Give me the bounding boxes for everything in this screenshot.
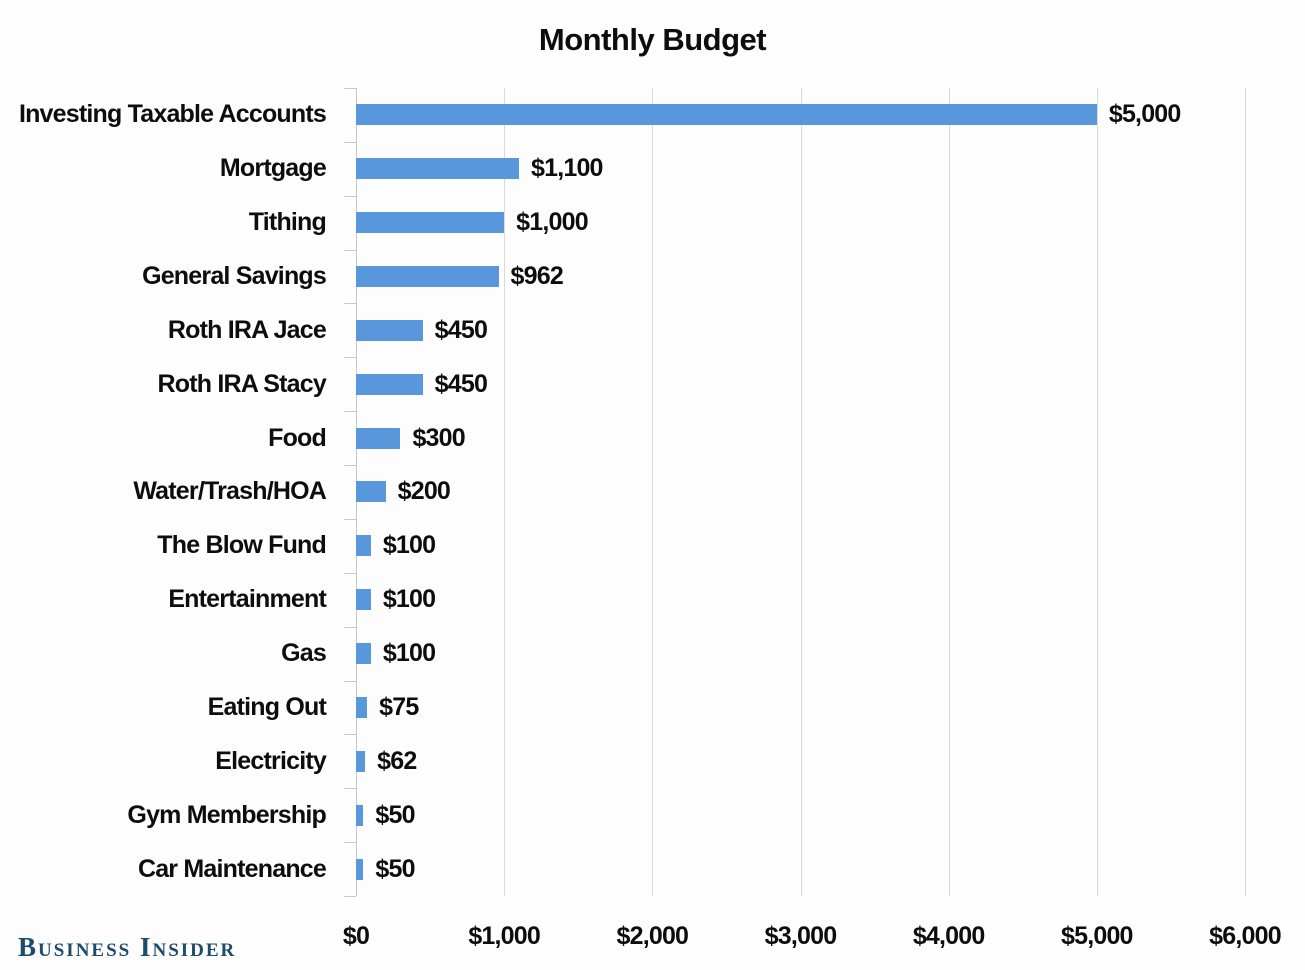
- x-gridline: [800, 88, 802, 896]
- value-label: $1,000: [516, 208, 588, 237]
- bar: [356, 804, 364, 826]
- bar-row: Tithing $1,000: [0, 196, 1305, 250]
- y-axis-tick: [344, 88, 356, 89]
- x-axis-tick-label: $2,000: [616, 922, 689, 950]
- category-label: Gas: [281, 639, 327, 668]
- category-label: Roth IRA Stacy: [157, 369, 327, 398]
- chart-title: Monthly Budget: [538, 22, 767, 57]
- value-label: $450: [434, 369, 488, 398]
- y-axis-tick: [344, 195, 356, 197]
- y-axis-tick: [344, 518, 356, 520]
- x-axis-tick-label: $6,000: [1209, 922, 1281, 950]
- category-label: General Savings: [142, 262, 327, 291]
- y-axis-tick: [344, 626, 356, 628]
- bar: [356, 750, 366, 772]
- bar-row: The Blow Fund $100: [0, 519, 1305, 573]
- bar: [356, 696, 368, 718]
- value-label: $100: [382, 585, 436, 614]
- y-axis-tick: [344, 465, 356, 467]
- bar: [356, 158, 519, 180]
- x-axis-tick-label: $1,000: [468, 922, 540, 950]
- value-label: $300: [412, 423, 465, 452]
- bar-row: Gas $100: [0, 627, 1305, 681]
- bar-row: Entertainment $100: [0, 573, 1305, 627]
- y-axis-tick: [344, 303, 356, 305]
- bar: [356, 643, 371, 665]
- category-label: Entertainment: [168, 585, 326, 614]
- bar: [356, 212, 505, 234]
- category-label: The Blow Fund: [157, 531, 327, 560]
- category-label: Roth IRA Jace: [167, 315, 327, 344]
- x-gridline: [948, 88, 950, 896]
- bar-row: General Savings $962: [0, 250, 1305, 304]
- y-axis-tick: [344, 141, 356, 143]
- value-label: $5,000: [1108, 100, 1181, 129]
- x-gridline: [504, 88, 506, 896]
- x-gridline: [652, 88, 654, 896]
- y-axis-tick: [344, 896, 356, 897]
- value-label: $962: [510, 262, 564, 291]
- x-axis-tick-label: $0: [342, 922, 370, 950]
- x-axis-tick-label: $5,000: [1061, 922, 1133, 950]
- bar: [356, 481, 386, 503]
- bar: [356, 589, 371, 611]
- y-axis-tick: [344, 680, 356, 682]
- bar: [356, 319, 423, 341]
- x-gridline: [1245, 88, 1247, 896]
- bar-row: Roth IRA Jace $450: [0, 303, 1305, 357]
- value-label: $450: [434, 315, 488, 344]
- bar: [356, 427, 401, 449]
- bar: [356, 104, 1097, 126]
- category-label: Car Maintenance: [137, 854, 327, 883]
- category-label: Water/Trash/HOA: [133, 477, 326, 506]
- value-label: $100: [382, 639, 436, 668]
- x-axis-tick-label: $4,000: [912, 922, 985, 950]
- y-axis-tick: [344, 842, 356, 844]
- value-label: $1,100: [530, 154, 603, 183]
- y-axis-tick: [344, 411, 356, 413]
- bar-row: Car Maintenance $50: [0, 842, 1305, 896]
- category-label: Gym Membership: [127, 800, 326, 829]
- value-label: $100: [382, 531, 436, 560]
- y-axis-tick: [344, 357, 356, 359]
- bar-row: Gym Membership $50: [0, 788, 1305, 842]
- bar-row: Water/Trash/HOA $200: [0, 465, 1305, 519]
- y-axis-tick: [344, 249, 356, 251]
- category-label: Eating Out: [207, 692, 327, 721]
- category-label: Food: [268, 423, 327, 452]
- value-label: $62: [377, 746, 417, 775]
- bar: [356, 373, 423, 395]
- category-label: Investing Taxable Accounts: [18, 100, 327, 129]
- bar-row: Eating Out $75: [0, 681, 1305, 735]
- category-label: Tithing: [248, 208, 327, 237]
- bar-row: Food $300: [0, 411, 1305, 465]
- bar-row: Electricity $62: [0, 734, 1305, 788]
- y-axis-tick: [344, 572, 356, 574]
- business-insider-logo: Business Insider: [18, 932, 237, 962]
- bar-row: Investing Taxable Accounts $5,000: [0, 88, 1305, 142]
- x-gridline: [1096, 88, 1098, 896]
- bar: [356, 535, 371, 557]
- bar-row: Roth IRA Stacy $450: [0, 357, 1305, 411]
- bar: [356, 858, 364, 880]
- x-axis-tick-label: $3,000: [764, 922, 837, 950]
- y-axis-tick: [344, 788, 356, 790]
- value-label: $200: [397, 477, 451, 506]
- category-label: Mortgage: [219, 154, 327, 183]
- y-axis-tick: [344, 734, 356, 736]
- value-label: $50: [375, 800, 415, 829]
- category-label: Electricity: [215, 746, 327, 775]
- value-label: $50: [375, 854, 415, 883]
- value-label: $75: [379, 692, 419, 721]
- bar-row: Mortgage $1,100: [0, 142, 1305, 196]
- bar: [356, 266, 499, 288]
